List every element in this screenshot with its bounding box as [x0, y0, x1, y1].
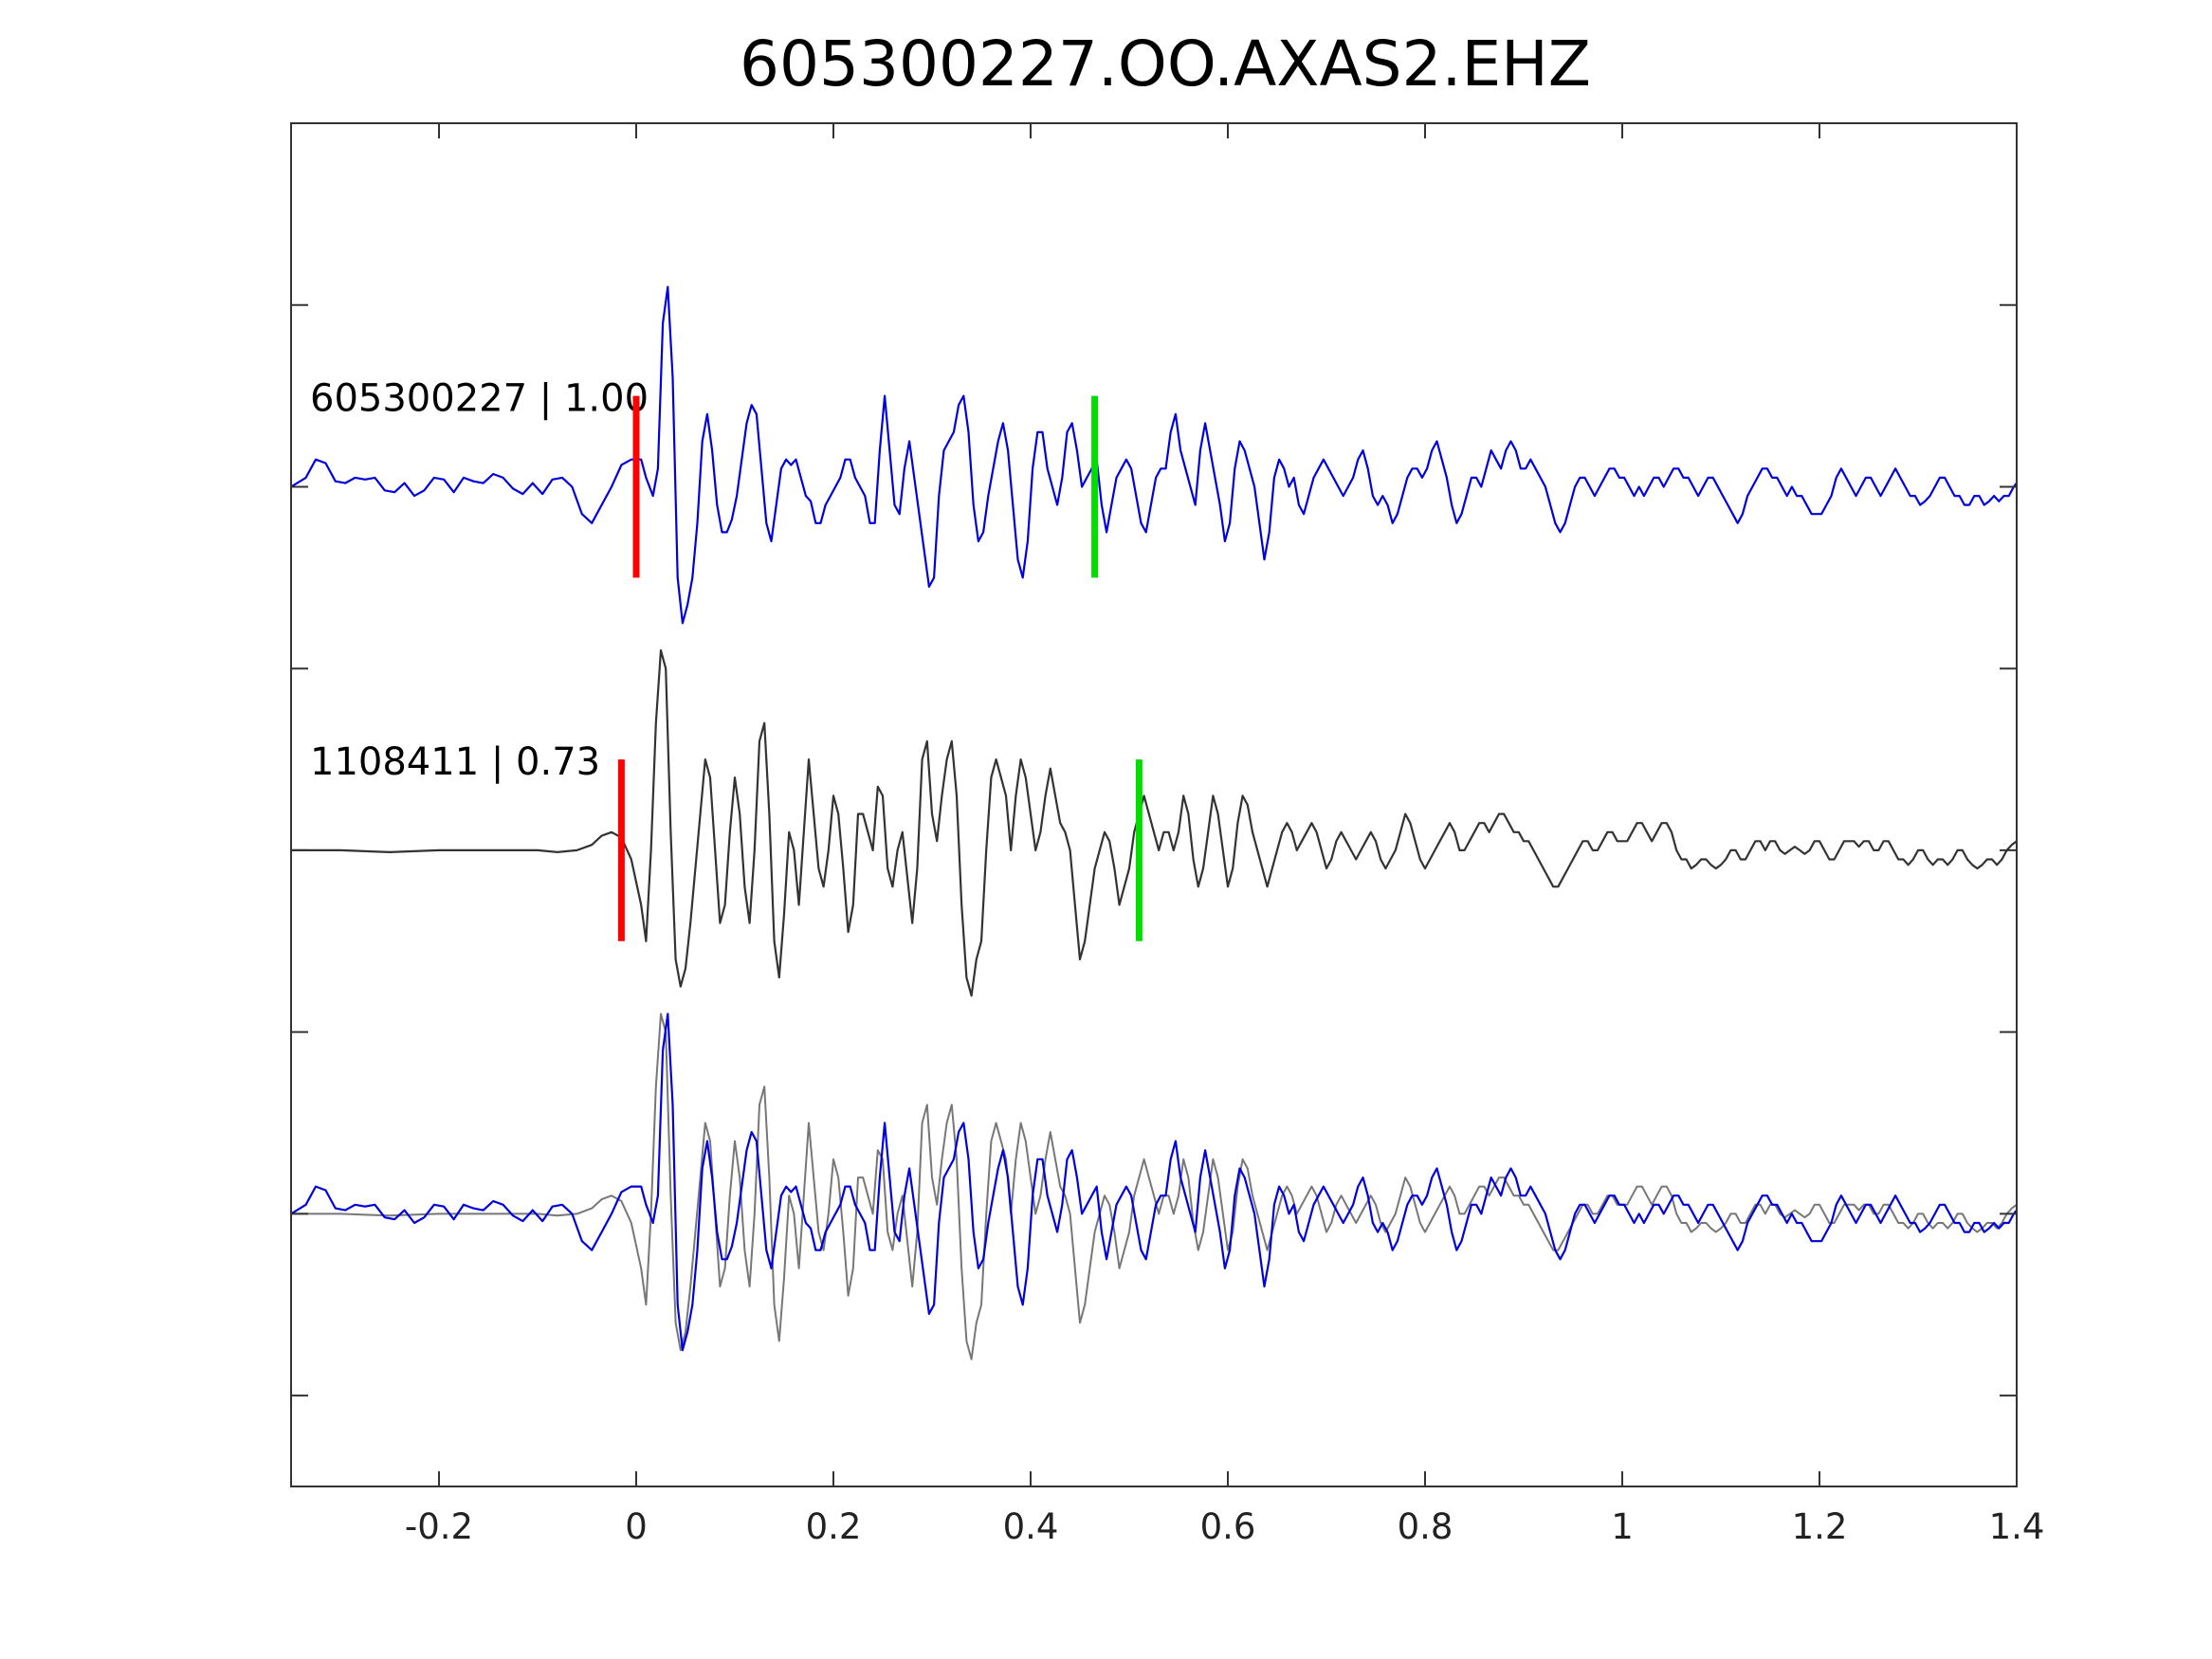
- x-tick-label: 0.4: [1003, 1506, 1059, 1547]
- x-tick-label: 0.2: [806, 1506, 862, 1547]
- x-tick-label: 0.6: [1200, 1506, 1256, 1547]
- plot-area: 605300227 | 1.00 1108411 | 0.73: [290, 285, 2018, 1360]
- x-tick-label: 0: [625, 1506, 648, 1547]
- x-tick-label: 0.8: [1398, 1506, 1453, 1547]
- x-tick-label: 1.2: [1792, 1506, 1848, 1547]
- trace-label-2: 1108411 | 0.73: [310, 740, 600, 784]
- trace-2: [291, 648, 2018, 997]
- chart-title: 605300227.OO.AXAS2.EHZ: [740, 27, 1591, 100]
- trace-1: [290, 285, 2018, 625]
- x-tick-label: 1: [1611, 1506, 1634, 1547]
- x-tick-label: -0.2: [405, 1506, 473, 1547]
- overlay-master-trace: [290, 1012, 2018, 1352]
- axes-box: [290, 122, 2018, 1487]
- trace-label-1: 605300227 | 1.00: [310, 376, 649, 420]
- overlay-neighbor-trace: [291, 1012, 2018, 1360]
- axes: -0.2 0 0.2 0.4 0.6 0.8 1 1.2 1.4: [290, 122, 2045, 1547]
- x-tick-label: 1.4: [1989, 1506, 2045, 1547]
